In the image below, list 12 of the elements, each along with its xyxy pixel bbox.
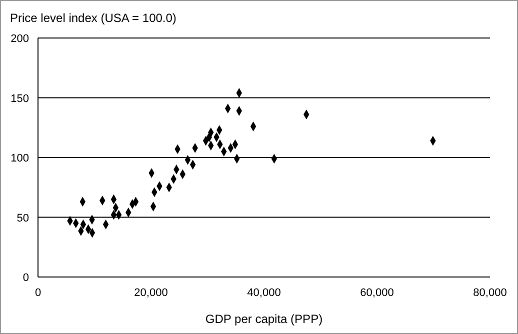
x-tick-label: 60,000 <box>360 287 394 299</box>
y-tick-label: 150 <box>10 92 29 105</box>
y-tick-label: 0 <box>22 272 29 284</box>
x-axis-title: GDP per capita (PPP) <box>205 312 323 326</box>
y-tick-label: 100 <box>10 152 29 164</box>
x-tick-label: 0 <box>34 287 42 299</box>
x-tick-label: 80,000 <box>473 287 507 299</box>
chart-title: Price level index (USA = 100.0) <box>10 11 176 25</box>
x-tick-label: 40,000 <box>247 287 281 299</box>
y-tick-label: 50 <box>16 212 29 224</box>
y-tick-label: 200 <box>10 33 29 45</box>
x-tick-label: 20,000 <box>134 287 168 299</box>
